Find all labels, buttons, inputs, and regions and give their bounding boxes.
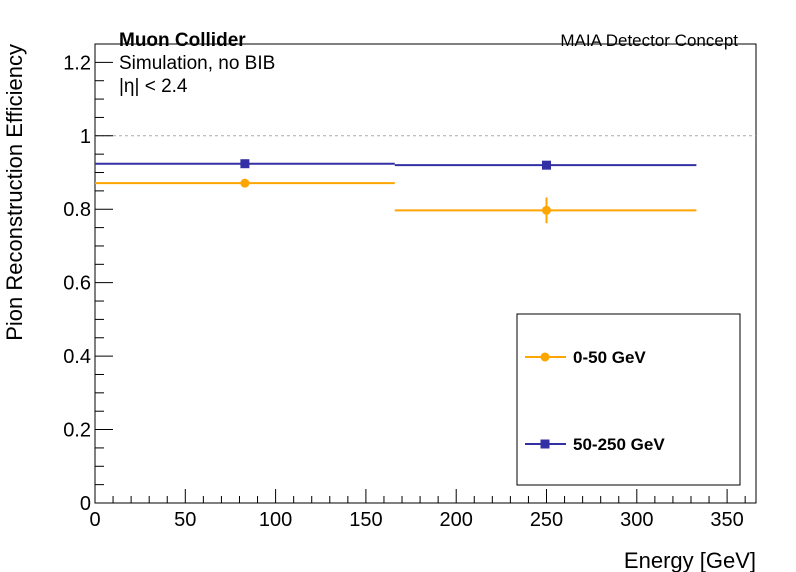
x-axis-title: Energy [GeV]: [624, 548, 756, 572]
annotation-eta-cut: |η| < 2.4: [119, 76, 188, 97]
x-tick-label: 300: [620, 509, 653, 531]
y-tick-label: 1: [80, 126, 91, 148]
x-tick-label: 350: [710, 509, 743, 531]
annotation-experiment: Muon Collider: [119, 30, 246, 51]
legend-marker: [540, 352, 550, 362]
y-tick-label: 0.2: [63, 420, 91, 442]
data-point: [542, 205, 552, 215]
legend: 0-50 GeV 50-250 GeV: [516, 313, 741, 486]
plot-frame: [94, 43, 757, 504]
x-tick-label: 50: [174, 509, 196, 531]
legend-label: 0-50 GeV: [573, 348, 646, 367]
legend-label: 50-250 GeV: [573, 435, 665, 454]
x-tick-label: 0: [89, 509, 100, 531]
x-tick-label: 100: [259, 509, 292, 531]
legend-marker: [540, 439, 550, 449]
x-tick-label: 150: [349, 509, 382, 531]
x-tick-label: 200: [440, 509, 473, 531]
series-0-50-gev: [95, 178, 697, 224]
y-tick-label: 0.8: [63, 199, 91, 221]
x-tick-label: 250: [530, 509, 563, 531]
legend-box: [516, 313, 741, 486]
annotation-detector: MAIA Detector Concept: [560, 31, 738, 50]
y-tick-label: 0.4: [63, 346, 91, 368]
y-tick-label: 1.2: [63, 52, 91, 74]
y-tick-label: 0: [80, 493, 91, 515]
series-50-250-gev: [95, 159, 697, 170]
data-point: [542, 160, 552, 170]
data-point: [240, 159, 250, 169]
y-tick-label: 0.6: [63, 273, 91, 295]
annotation-simulation: Simulation, no BIB: [119, 53, 275, 74]
y-axis-title: Pion Reconstruction Efficiency: [2, 44, 27, 341]
data-point: [240, 178, 250, 188]
